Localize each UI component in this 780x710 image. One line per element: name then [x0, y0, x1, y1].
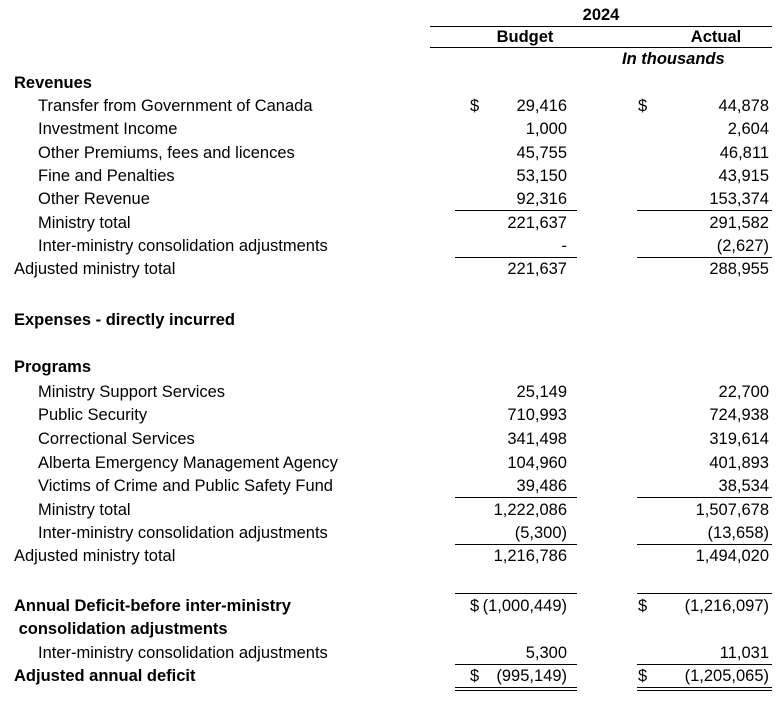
total-rule: [455, 544, 577, 545]
consolidation-label: Inter-ministry consolidation adjustments: [38, 524, 328, 542]
currency-symbol: $: [470, 597, 480, 615]
actual-header: Actual: [690, 28, 742, 46]
revenue-row-actual: 46,811: [719, 144, 769, 162]
revenues-title: Revenues: [14, 74, 92, 92]
ministry-total-actual: 1,507,678: [695, 501, 769, 519]
subtotal-rule: [455, 210, 577, 211]
programs-title: Programs: [14, 358, 92, 376]
program-row-budget: 39,486: [516, 477, 567, 495]
program-row-actual: 724,938: [709, 406, 769, 424]
double-rule: [637, 687, 772, 688]
program-row-label: Correctional Services: [38, 430, 195, 448]
ministry-total-budget: 221,637: [507, 214, 567, 232]
program-row-actual: 22,700: [718, 383, 769, 401]
program-row-budget: 104,960: [507, 454, 567, 472]
double-rule: [455, 690, 577, 691]
program-row-label: Victims of Crime and Public Safety Fund: [38, 477, 333, 495]
program-row-budget: 710,993: [507, 406, 567, 424]
revenue-row-actual: 43,915: [718, 167, 769, 185]
program-row-actual: 319,614: [709, 430, 769, 448]
double-rule: [637, 690, 772, 691]
program-row-label: Ministry Support Services: [38, 383, 226, 401]
revenue-row-label: Investment Income: [38, 120, 178, 138]
deficit-rule: [637, 593, 772, 594]
subtotal-rule: [455, 497, 577, 498]
currency-symbol: $: [638, 97, 648, 115]
consolidation-actual: (2,627): [716, 237, 769, 255]
program-row-budget: 341,498: [507, 430, 567, 448]
revenue-row-label: Fine and Penalties: [38, 167, 175, 185]
consolidation-label: Inter-ministry consolidation adjustments: [38, 644, 328, 662]
total-rule: [637, 544, 772, 545]
currency-symbol: $: [638, 597, 648, 615]
adjusted-total-actual: 288,955: [709, 260, 769, 278]
ministry-total-actual: 291,582: [709, 214, 769, 232]
program-row-budget: 25,149: [516, 383, 567, 401]
total-rule: [637, 664, 772, 665]
program-row-actual: 401,893: [709, 454, 769, 472]
deficit-label-line1: Annual Deficit-before inter-ministry: [14, 597, 291, 615]
units-label: In thousands: [622, 50, 725, 68]
total-rule: [455, 257, 577, 258]
adjusted-total-budget: 221,637: [507, 260, 567, 278]
adjusted-deficit-label: Adjusted annual deficit: [14, 667, 196, 685]
adjusted-deficit-budget: (995,149): [496, 667, 567, 685]
revenue-row-budget: 92,316: [516, 190, 567, 208]
subtotal-rule: [637, 210, 772, 211]
revenue-row-actual: 2,604: [727, 120, 769, 138]
currency-symbol: $: [470, 667, 480, 685]
header-rule-2: [430, 47, 772, 48]
adjusted-total-label: Adjusted ministry total: [14, 260, 176, 278]
revenue-row-actual: 44,878: [718, 97, 769, 115]
budget-header: Budget: [496, 28, 554, 46]
revenue-row-label: Other Premiums, fees and licences: [38, 144, 295, 162]
expenses-title: Expenses - directly incurred: [14, 311, 236, 329]
program-row-label: Public Security: [38, 406, 148, 424]
consolidation-actual: 11,031: [719, 644, 769, 662]
currency-symbol: $: [470, 97, 480, 115]
consolidation-budget: -: [561, 237, 568, 255]
ministry-total-label: Ministry total: [38, 501, 131, 519]
revenue-row-budget: 29,416: [516, 97, 567, 115]
adjusted-deficit-actual: (1,205,065): [684, 667, 769, 685]
ministry-total-budget: 1,222,086: [493, 501, 567, 519]
consolidation-budget: 5,300: [525, 644, 567, 662]
total-rule: [637, 257, 772, 258]
ministry-total-label: Ministry total: [38, 214, 131, 232]
consolidation-budget: (5,300): [514, 524, 567, 542]
revenue-row-budget: 45,755: [516, 144, 567, 162]
double-rule: [455, 687, 577, 688]
adjusted-total-budget: 1,216,786: [493, 547, 567, 565]
year-header: 2024: [582, 6, 620, 24]
deficit-actual: (1,216,097): [684, 597, 769, 615]
adjusted-total-label: Adjusted ministry total: [14, 547, 176, 565]
revenue-row-label: Transfer from Government of Canada: [38, 97, 313, 115]
deficit-budget: (1,000,449): [482, 597, 567, 615]
program-row-actual: 38,534: [718, 477, 769, 495]
revenue-row-label: Other Revenue: [38, 190, 150, 208]
revenue-row-actual: 153,374: [709, 190, 769, 208]
deficit-label-line2: consolidation adjustments: [14, 620, 228, 638]
program-row-label: Alberta Emergency Management Agency: [38, 454, 338, 472]
adjusted-total-actual: 1,494,020: [695, 547, 769, 565]
revenue-row-budget: 53,150: [516, 167, 567, 185]
header-rule: [430, 26, 772, 27]
revenue-row-budget: 1,000: [525, 120, 567, 138]
subtotal-rule: [637, 497, 772, 498]
currency-symbol: $: [638, 667, 648, 685]
consolidation-label: Inter-ministry consolidation adjustments: [38, 237, 328, 255]
consolidation-actual: (13,658): [707, 524, 769, 542]
deficit-rule: [455, 593, 577, 594]
total-rule: [455, 664, 577, 665]
